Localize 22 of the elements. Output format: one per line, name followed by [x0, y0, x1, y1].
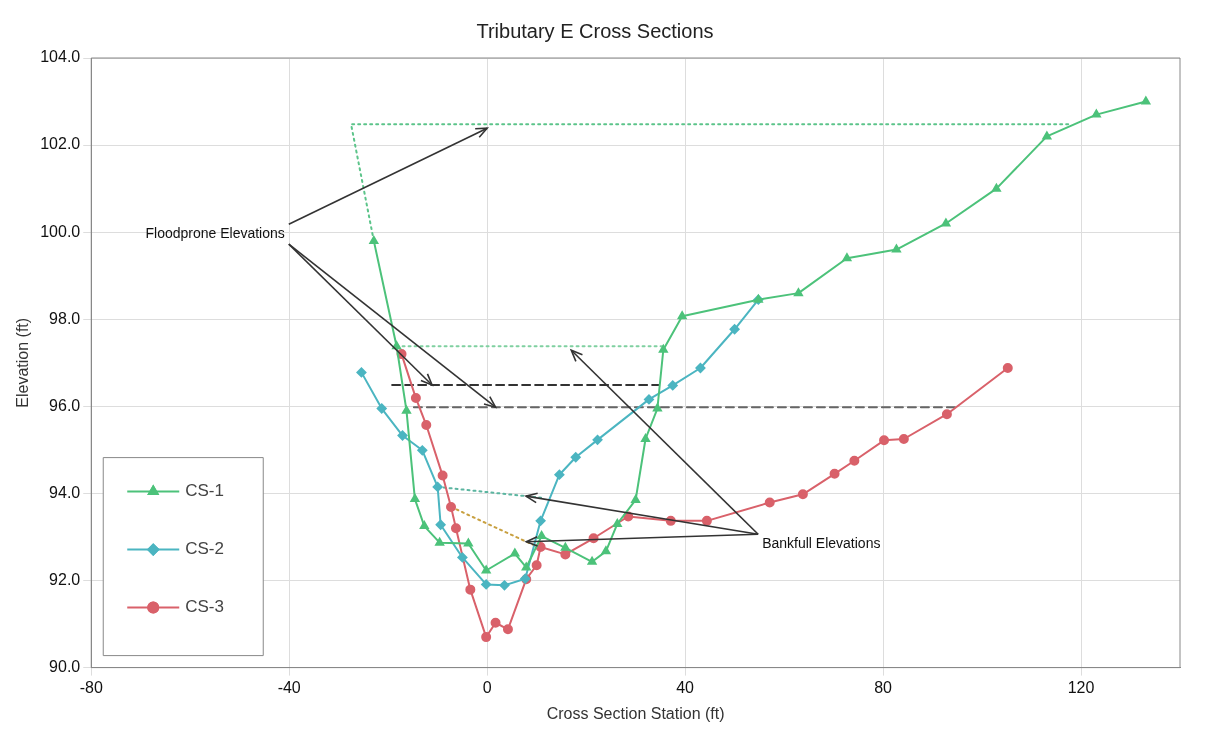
legend-label: CS-2 — [185, 539, 224, 559]
y-tick-label: 96.0 — [49, 396, 81, 414]
x-tick-label: 40 — [676, 678, 695, 696]
chart-title: Tributary E Cross Sections — [476, 19, 714, 42]
y-tick-label: 98.0 — [49, 309, 81, 327]
y-tick-label: 104.0 — [40, 48, 81, 66]
x-tick-label: -80 — [79, 678, 103, 696]
x-axis-title: Cross Section Station (ft) — [546, 704, 725, 722]
y-tick-label: 94.0 — [49, 483, 81, 501]
legend-label: CS-1 — [185, 481, 224, 501]
y-tick-label: 90.0 — [49, 658, 81, 676]
legend-label: CS-3 — [185, 597, 224, 617]
x-tick-label: 80 — [874, 678, 893, 696]
annotation: Floodprone Elevations — [145, 225, 285, 242]
annotation: Bankfull Elevations — [762, 535, 881, 552]
x-tick-label: 120 — [1067, 678, 1095, 696]
x-tick-label: -40 — [277, 678, 301, 696]
y-tick-label: 100.0 — [40, 222, 81, 240]
y-tick-label: 102.0 — [40, 135, 81, 153]
y-axis-title: Elevation (ft) — [14, 317, 32, 408]
x-tick-label: 0 — [482, 678, 492, 696]
y-tick-label: 92.0 — [49, 570, 81, 588]
